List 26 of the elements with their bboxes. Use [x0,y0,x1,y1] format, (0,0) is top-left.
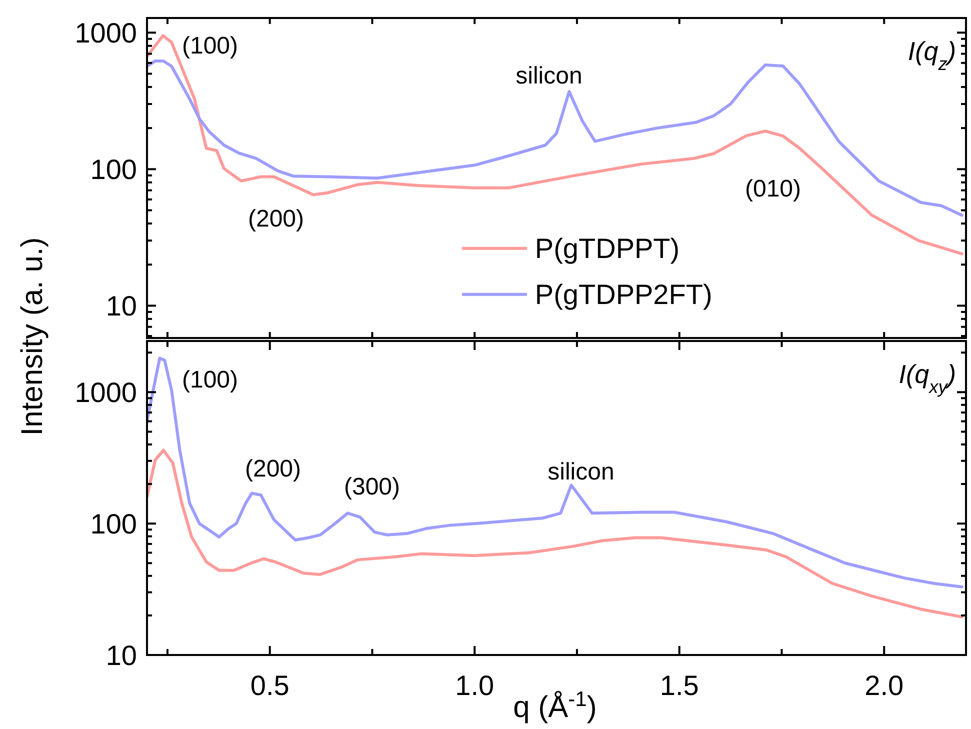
annotation: (300) [344,473,400,500]
y-axis-title: Intensity (a. u.) [16,237,49,436]
y-tick-label: 1000 [74,17,137,48]
x-axis-title: q (Å$^{-1}$) [513,688,597,724]
y-tick-label: 100 [90,508,137,540]
legend-label: P(gTDPP2FT) [534,279,712,310]
y-tick-label: 10 [106,640,137,671]
annotation: (100) [182,32,238,60]
y-tick-label: 1000 [74,376,137,408]
annotation: I(q$_{z}$) [908,36,956,74]
line-series [147,356,964,588]
annotation: (200) [248,205,304,232]
annotation: (100) [182,366,238,394]
annotation: I(q$_{xy}$) [898,359,956,397]
legend-label: P(gTDPPT) [534,233,680,264]
y-tick-label: 100 [90,154,137,185]
annotation: silicon [548,458,614,486]
y-tick-label: 10 [106,290,137,322]
x-tick-label: 1.5 [660,670,699,701]
annotation: (010) [744,175,802,202]
x-tick-label: 0.5 [250,670,290,701]
annotation: silicon [516,62,582,90]
annotation: (200) [244,455,302,482]
x-tick-label: 2.0 [864,670,904,701]
x-tick-label: 1.0 [455,670,494,701]
line-series [147,448,964,618]
